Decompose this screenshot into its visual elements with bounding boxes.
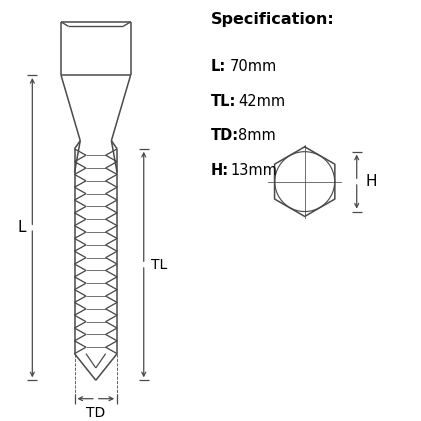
- Text: H:: H:: [210, 163, 229, 178]
- Text: TL: TL: [151, 258, 168, 272]
- Text: H: H: [365, 174, 377, 189]
- Text: 70mm: 70mm: [230, 59, 277, 74]
- Text: 13mm: 13mm: [230, 163, 277, 178]
- Text: TL:: TL:: [210, 93, 236, 109]
- Text: L: L: [18, 220, 27, 235]
- Text: L:: L:: [210, 59, 226, 74]
- Text: Specification:: Specification:: [210, 12, 334, 27]
- Text: 8mm: 8mm: [238, 128, 276, 144]
- Text: TD:: TD:: [210, 128, 239, 144]
- Text: 42mm: 42mm: [238, 93, 285, 109]
- Text: TD: TD: [86, 406, 105, 420]
